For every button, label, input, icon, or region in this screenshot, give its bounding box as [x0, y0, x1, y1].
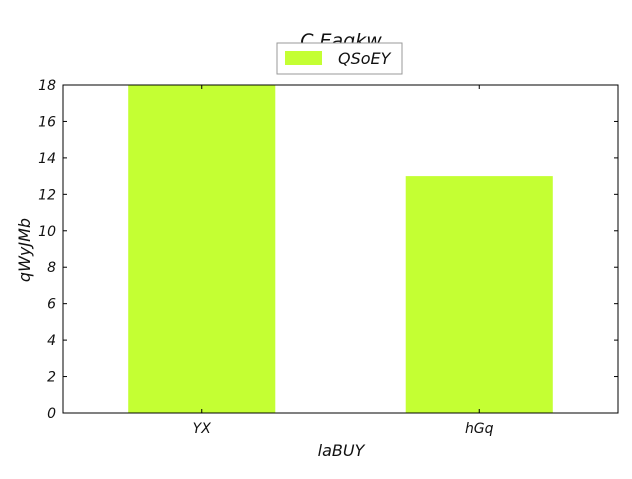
bar-YX: [128, 85, 276, 413]
y-axis-label: qWyJMb: [15, 218, 34, 282]
bar-hGq: [405, 176, 553, 413]
y-tick-label: 2: [47, 370, 56, 386]
y-tick-label: 4: [47, 333, 56, 349]
y-tick-label: 18: [38, 78, 56, 94]
y-tick-label: 8: [47, 260, 56, 276]
legend-label: QSoEY: [338, 49, 392, 68]
y-tick-label: 0: [47, 406, 56, 422]
y-tick-label: 6: [47, 297, 56, 313]
x-tick-label: YX: [193, 421, 212, 437]
x-tick-label: hGq: [465, 421, 494, 437]
y-tick-label: 14: [38, 151, 56, 167]
legend: QSoEY: [276, 42, 403, 75]
y-tick-label: 10: [38, 224, 56, 240]
axes-frame: [62, 84, 619, 414]
x-axis-label: laBUY: [318, 441, 366, 460]
y-tick-label: 16: [38, 114, 56, 130]
plot-area: 0 2 4 6 8 10 12 14 16 18 YX hGq: [38, 78, 619, 437]
y-tick-label: 12: [38, 187, 56, 203]
legend-swatch: [285, 51, 322, 65]
